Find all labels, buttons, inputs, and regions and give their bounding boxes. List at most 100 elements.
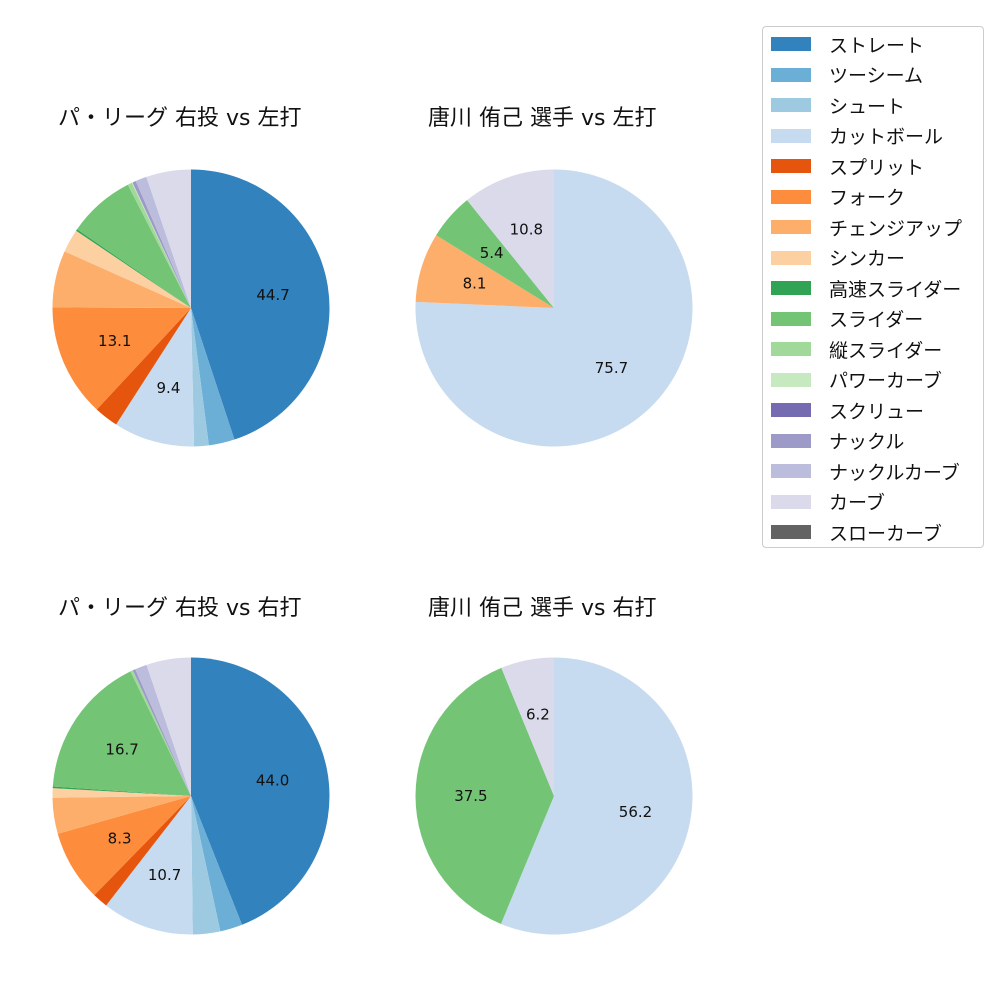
legend-swatch bbox=[771, 98, 811, 112]
legend-swatch bbox=[771, 189, 811, 204]
legend-item: パワーカーブ bbox=[771, 365, 942, 395]
slice-data-label: 10.7 bbox=[148, 866, 181, 884]
legend-swatch bbox=[771, 464, 811, 478]
legend-item: ツーシーム bbox=[771, 60, 923, 90]
pie-slice bbox=[76, 229, 191, 308]
legend-label: スローカーブ bbox=[829, 522, 942, 545]
legend-swatch bbox=[771, 159, 811, 173]
legend-item: スライダー bbox=[771, 304, 923, 334]
slice-data-label: 8.3 bbox=[108, 830, 132, 848]
legend-label: 縦スライダー bbox=[829, 339, 943, 362]
legend-swatch bbox=[771, 372, 811, 387]
legend-label: シュート bbox=[829, 95, 906, 118]
pie-slice bbox=[415, 169, 693, 447]
pie-slice bbox=[127, 182, 191, 308]
pie-slice bbox=[57, 796, 191, 896]
pie-slice bbox=[415, 235, 554, 308]
pie-slice bbox=[52, 788, 191, 798]
pie-slice bbox=[116, 308, 195, 447]
pie-chart: 44.0 10.7 8.3 16.7 bbox=[52, 657, 330, 935]
slice-data-label: 44.0 bbox=[256, 771, 289, 789]
legend-swatch bbox=[771, 281, 811, 295]
slice-data-label: 6.2 bbox=[526, 705, 550, 723]
legend-swatch bbox=[771, 494, 811, 509]
pie-slice bbox=[52, 671, 191, 796]
legend-label: ツーシーム bbox=[829, 65, 924, 87]
pie-slice bbox=[436, 200, 554, 308]
pie-slice bbox=[500, 657, 693, 935]
legend-label: パワーカーブ bbox=[829, 370, 942, 392]
slice-data-label: 5.4 bbox=[480, 244, 504, 262]
pie-slice bbox=[52, 786, 191, 796]
legend-label: ストレート bbox=[829, 34, 925, 57]
pie-slice bbox=[132, 181, 191, 308]
pie-slice bbox=[130, 670, 191, 796]
legend-item: ナックル bbox=[771, 426, 904, 456]
legend-item: スプリット bbox=[771, 151, 924, 181]
legend-item: シンカー bbox=[771, 243, 905, 273]
pie-slice bbox=[146, 169, 191, 308]
slice-data-label: 44.7 bbox=[256, 286, 289, 304]
legend-swatch bbox=[771, 128, 811, 143]
legend-label: 高速スライダー bbox=[829, 278, 962, 301]
legend-swatch bbox=[771, 311, 811, 326]
legend-item: フォーク bbox=[771, 182, 905, 212]
pie-slice bbox=[52, 796, 192, 834]
pie-chart: 56.2 37.5 6.2 bbox=[415, 657, 693, 935]
legend-swatch bbox=[771, 220, 811, 234]
slice-data-label: 37.5 bbox=[454, 787, 487, 805]
legend-label: ナックルカーブ bbox=[829, 461, 960, 484]
pie-chart: 75.7 8.1 5.4 10.8 bbox=[415, 169, 693, 447]
pie-slice bbox=[96, 308, 191, 425]
legend-item: チェンジアップ bbox=[771, 212, 962, 242]
pie-slice bbox=[132, 669, 191, 796]
legend-label: カーブ bbox=[829, 492, 885, 514]
legend-swatch bbox=[771, 67, 811, 82]
legend-label: スプリット bbox=[829, 156, 925, 179]
slice-data-label: 9.4 bbox=[157, 379, 181, 397]
pie-slice bbox=[415, 667, 554, 924]
slice-data-label: 10.8 bbox=[510, 221, 543, 239]
pie-slice bbox=[501, 657, 554, 796]
pie-title: 唐川 侑己 選手 vs 右打 bbox=[428, 596, 657, 621]
legend-swatch bbox=[771, 525, 811, 539]
slice-data-label: 75.7 bbox=[595, 359, 628, 377]
legend-swatch bbox=[771, 433, 811, 448]
pie-slice bbox=[52, 251, 191, 308]
pie-slice bbox=[191, 169, 330, 440]
legend-swatch bbox=[771, 403, 811, 417]
legend-label: チェンジアップ bbox=[829, 217, 963, 240]
legend-item: カーブ bbox=[771, 487, 885, 517]
legend-item: シュート bbox=[771, 90, 905, 120]
pie-slice bbox=[131, 182, 191, 308]
pie-slice bbox=[191, 657, 330, 925]
pie-chart: 44.7 9.4 13.1 bbox=[52, 169, 330, 447]
pie-slice bbox=[106, 796, 193, 935]
pie-slice bbox=[135, 664, 191, 796]
pie-slice bbox=[146, 657, 191, 796]
legend-item: 高速スライダー bbox=[771, 273, 961, 303]
slice-data-label: 56.2 bbox=[619, 803, 652, 821]
pie-slice bbox=[77, 184, 191, 308]
legend-item: カットボール bbox=[771, 121, 943, 151]
slice-data-label: 16.7 bbox=[105, 741, 138, 759]
legend-label: シンカー bbox=[829, 248, 906, 270]
legend-label: スクリュー bbox=[829, 400, 925, 423]
pie-slice bbox=[191, 796, 242, 932]
pie-slice bbox=[64, 230, 191, 308]
legend-item: スローカーブ bbox=[771, 517, 942, 547]
pie-slice bbox=[191, 796, 221, 935]
pie-title: パ・リーグ 右投 vs 右打 bbox=[58, 596, 302, 621]
pie-title: 唐川 侑己 選手 vs 左打 bbox=[428, 106, 657, 131]
pie-slice bbox=[467, 169, 554, 308]
legend-swatch bbox=[771, 37, 811, 51]
legend-label: フォーク bbox=[829, 187, 906, 209]
slice-data-label: 8.1 bbox=[463, 275, 487, 293]
slice-data-label: 13.1 bbox=[98, 332, 131, 350]
legend-label: カットボール bbox=[829, 126, 944, 148]
legend-item: 縦スライダー bbox=[771, 334, 942, 364]
legend-item: スクリュー bbox=[771, 395, 924, 425]
legend-label: ナックル bbox=[829, 431, 905, 453]
legend: ストレートツーシームシュートカットボール スプリットフォークチェンジアップ シンカー… bbox=[762, 26, 984, 548]
pie-slice bbox=[94, 796, 191, 906]
